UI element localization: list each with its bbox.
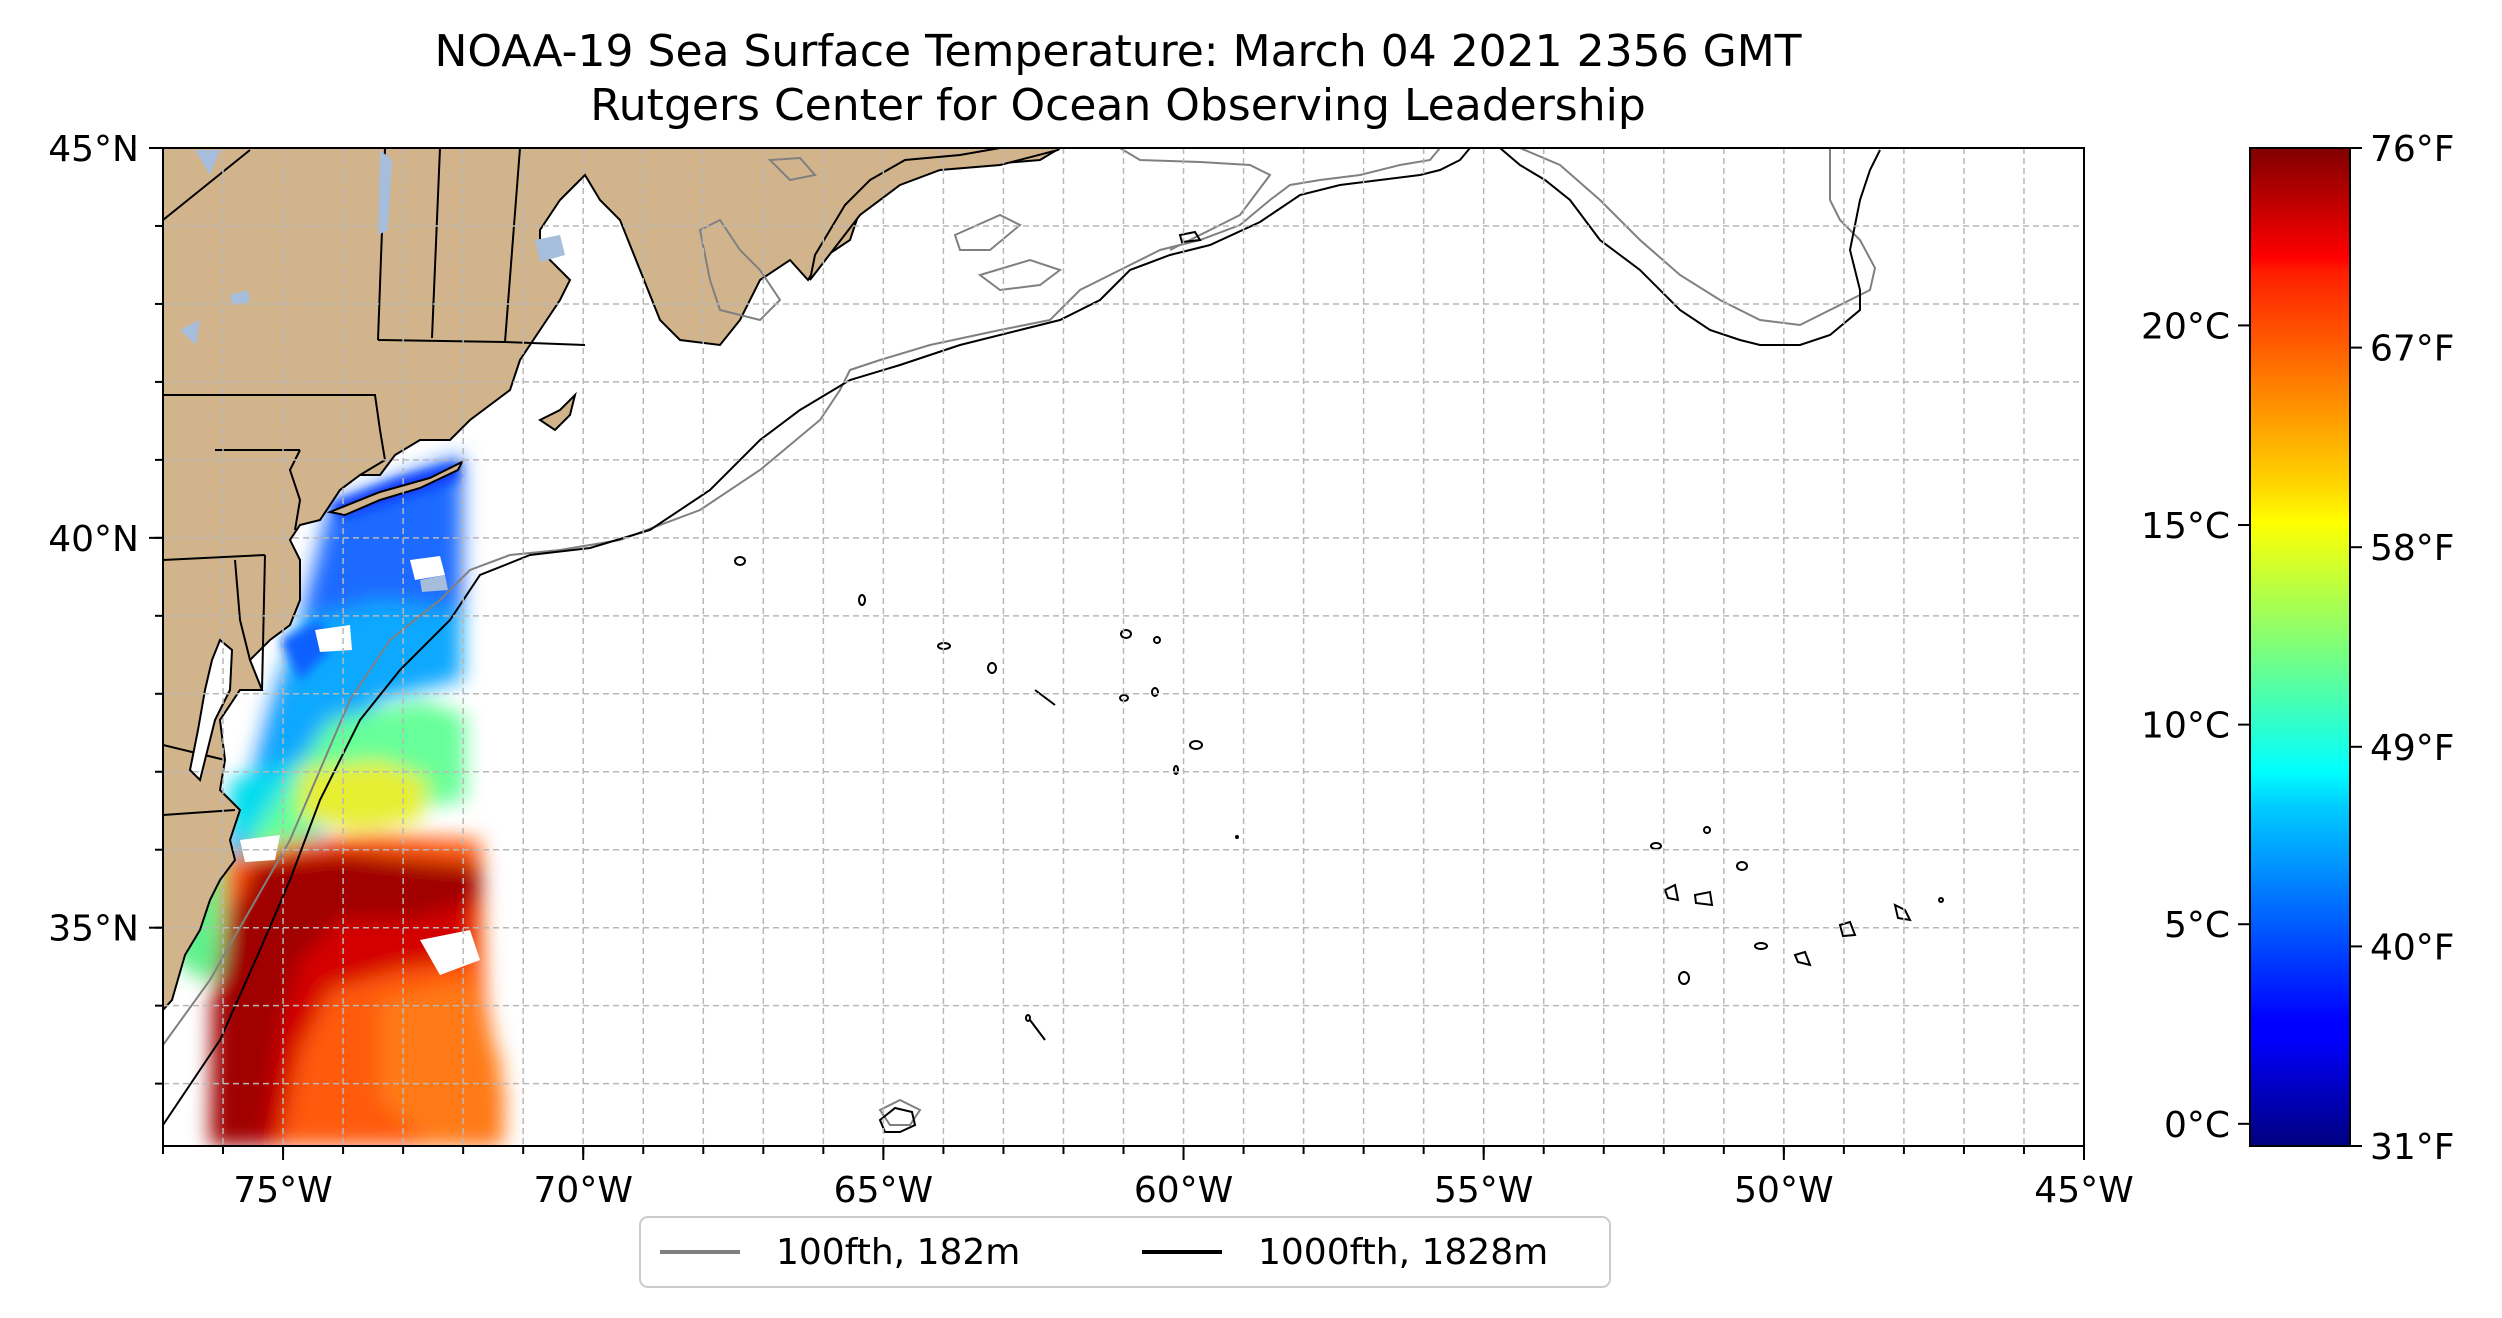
x-tick-label: 60°W xyxy=(1134,1170,1233,1211)
colorbar-fahrenheit-label: 49°F xyxy=(2370,728,2455,769)
legend-label-100fth: 100fth, 182m xyxy=(776,1232,1020,1273)
chesapeake-bay xyxy=(188,638,234,782)
colorbar-fahrenheit-label: 67°F xyxy=(2370,329,2455,370)
legend: 100fth, 182m 1000fth, 1828m xyxy=(639,1216,1611,1288)
y-tick-label: 40°N xyxy=(48,519,139,560)
map-area xyxy=(163,148,2084,1146)
cape-cod xyxy=(538,391,577,432)
y-axis: 45°N 40°N 35°N xyxy=(48,129,163,1085)
sst-transition-yellow xyxy=(300,760,430,830)
sst-offshore-orange xyxy=(380,980,505,1146)
colorbar-celsius-label: 20°C xyxy=(2141,306,2230,347)
nova-scotia xyxy=(809,148,1062,281)
land xyxy=(163,148,1062,1012)
y-tick-label: 45°N xyxy=(48,129,139,170)
cloud-gap xyxy=(420,930,480,975)
map-title-line-2: Rutgers Center for Ocean Observing Leade… xyxy=(590,80,1646,131)
cloud-gap xyxy=(240,835,280,862)
y-tick-label: 35°N xyxy=(48,909,139,950)
colorbar-fahrenheit-label: 40°F xyxy=(2370,927,2455,968)
colorbar-fahrenheit-label: 58°F xyxy=(2370,528,2455,569)
north-american-land xyxy=(163,148,1062,1012)
colorbar-celsius-label: 0°C xyxy=(2164,1105,2230,1146)
map-title-line-1: NOAA-19 Sea Surface Temperature: March 0… xyxy=(434,26,1801,77)
legend-label-1000fth: 1000fth, 1828m xyxy=(1258,1232,1548,1273)
map-gridlines xyxy=(163,148,2084,1146)
isobath-1000fth xyxy=(163,148,1881,1126)
long-island xyxy=(326,459,465,517)
legend-box xyxy=(639,1216,1611,1288)
colorbar-fahrenheit-label: 76°F xyxy=(2370,129,2455,170)
x-tick-label: 70°W xyxy=(534,1170,633,1211)
x-tick-label: 65°W xyxy=(834,1170,933,1211)
colorbar-celsius-label: 15°C xyxy=(2141,506,2230,547)
x-tick-label: 45°W xyxy=(2034,1170,2133,1211)
x-tick-label: 75°W xyxy=(233,1170,332,1211)
x-tick-label: 55°W xyxy=(1434,1170,1533,1211)
colorbar-fahrenheit-ticks: 31°F 40°F 49°F 58°F 67°F 76°F xyxy=(2350,129,2455,1168)
colorbar-celsius-label: 5°C xyxy=(2164,905,2230,946)
colorbar-celsius-ticks: 0°C 5°C 10°C 15°C 20°C xyxy=(2141,306,2250,1146)
colorbar-celsius-label: 10°C xyxy=(2141,706,2230,747)
colorbar: 0°C 5°C 10°C 15°C 20°C 31°F 40°F 49°F 58°F 67°F 7… xyxy=(2141,129,2454,1168)
colorbar-gradient xyxy=(2249,147,2351,1147)
sst-shelf-cold xyxy=(222,455,462,900)
colorbar-fahrenheit-label: 31°F xyxy=(2370,1127,2455,1168)
x-tick-label: 50°W xyxy=(1734,1170,1833,1211)
cloud-gap xyxy=(410,556,445,580)
x-axis: 75°W 70°W 65°W 60°W 55°W 50°W 45°W xyxy=(162,1146,2134,1211)
lakes xyxy=(180,150,565,592)
